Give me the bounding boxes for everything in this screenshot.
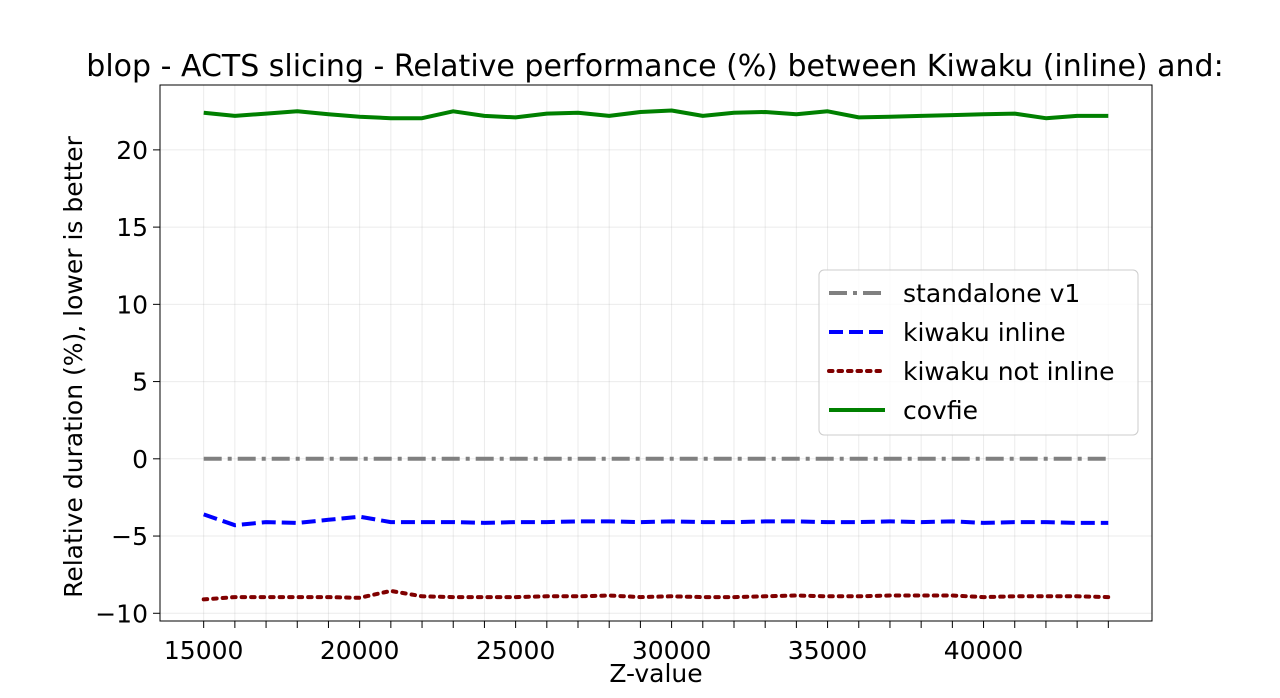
chart-title: blop - ACTS slicing - Relative performan… bbox=[86, 49, 1223, 84]
x-tick-label: 20000 bbox=[320, 636, 400, 665]
x-tick-label: 30000 bbox=[632, 636, 712, 665]
y-tick-label: 20 bbox=[116, 136, 148, 165]
y-axis-ticks: −10 −5 0 5 10 15 20 bbox=[95, 136, 160, 628]
y-tick-label: 0 bbox=[132, 445, 148, 474]
legend-box bbox=[818, 269, 1139, 436]
x-axis-ticks: 15000 20000 25000 30000 35000 40000 bbox=[164, 621, 1109, 665]
series-lines bbox=[201, 108, 1111, 602]
series-line-kiwaku-not-inline bbox=[201, 588, 1111, 602]
y-tick-label: −10 bbox=[95, 599, 148, 628]
y-tick-label: 10 bbox=[116, 290, 148, 319]
legend-label-covfie: covfie bbox=[903, 396, 978, 425]
x-axis-label: Z-value bbox=[609, 659, 702, 688]
y-tick-label: −5 bbox=[111, 522, 148, 551]
y-axis-label: Relative duration (%), lower is better bbox=[59, 135, 88, 598]
legend-label-standalone-v1: standalone v1 bbox=[903, 279, 1080, 308]
x-tick-label: 40000 bbox=[944, 636, 1024, 665]
y-tick-label: 5 bbox=[132, 368, 148, 397]
series-line-covfie bbox=[203, 108, 1109, 121]
series-line-kiwaku-inline bbox=[203, 512, 1109, 528]
x-tick-label: 15000 bbox=[164, 636, 244, 665]
legend-label-kiwaku-inline: kiwaku inline bbox=[903, 318, 1066, 347]
legend-label-kiwaku-not-inline: kiwaku not inline bbox=[903, 357, 1115, 386]
legend: standalone v1 kiwaku inline kiwaku not inl… bbox=[818, 269, 1139, 436]
x-tick-label: 35000 bbox=[788, 636, 868, 665]
y-tick-label: 15 bbox=[116, 213, 148, 242]
plot-area bbox=[159, 84, 1153, 622]
x-tick-label: 25000 bbox=[476, 636, 556, 665]
